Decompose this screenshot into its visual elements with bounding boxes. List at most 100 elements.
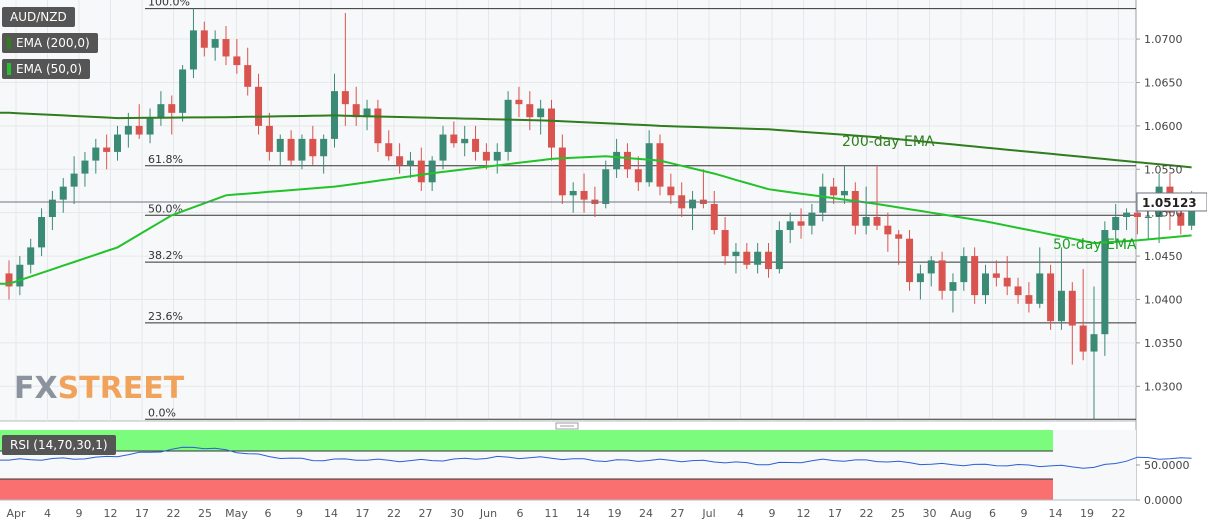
rsi-line	[0, 446, 1192, 469]
candle-body	[1112, 217, 1120, 231]
fib-level-label: 38.2%	[148, 249, 183, 262]
candle-body	[851, 190, 859, 226]
candle-body	[971, 256, 979, 296]
candle-body	[450, 134, 458, 144]
candle-body	[1047, 273, 1055, 322]
candle-body	[114, 134, 121, 152]
x-tick-label: 30	[450, 507, 464, 520]
candle-body	[1188, 202, 1196, 226]
last-price-label: 1.05123	[1142, 196, 1197, 210]
candle-body	[233, 56, 241, 66]
candle-body	[124, 125, 132, 135]
candle-body	[916, 273, 924, 283]
candle-body	[840, 190, 848, 196]
y-tick-label: 1.0300	[1144, 380, 1183, 393]
candle-body	[1003, 277, 1011, 287]
candle-body	[5, 273, 13, 287]
candle-body	[168, 104, 176, 113]
candle-body	[211, 39, 219, 48]
x-tick-label: 25	[891, 507, 905, 520]
x-tick-label: 14	[1049, 507, 1063, 520]
candle-body	[873, 217, 881, 226]
x-tick-label: 9	[769, 507, 776, 520]
x-tick-label: 4	[737, 507, 744, 520]
candle-body	[992, 273, 1000, 278]
candle-body	[786, 221, 794, 231]
candle-body	[363, 108, 371, 118]
candle-body	[309, 138, 317, 157]
candle-body	[189, 30, 197, 70]
x-tick-label: 25	[198, 507, 212, 520]
candle-body	[146, 117, 154, 135]
fib-level-label: 61.8%	[148, 153, 183, 166]
candle-body	[298, 138, 306, 161]
candle-body	[526, 104, 534, 118]
x-tick-label: Apr	[6, 507, 26, 520]
x-tick-label: 24	[639, 507, 653, 520]
candle-body	[200, 30, 208, 48]
x-tick-label: Aug	[950, 507, 971, 520]
watermark-fx: FX	[14, 371, 58, 406]
watermark-street: STREET	[58, 371, 185, 406]
candle-body	[613, 151, 621, 170]
candle-body	[982, 273, 989, 296]
rsi-overbought-band	[0, 430, 1053, 451]
x-tick-label: Jun	[479, 507, 497, 520]
candle-body	[895, 234, 903, 239]
candle-body	[70, 173, 78, 187]
rsi-legend[interactable]: RSI (14,70,30,1)	[2, 435, 116, 455]
candle-body	[1036, 273, 1044, 304]
candle-body	[808, 212, 816, 226]
ema50-line	[0, 155, 1192, 285]
x-tick-label: Jul	[701, 507, 715, 520]
candle-body	[743, 251, 751, 265]
candle-body	[558, 147, 566, 196]
candle-body	[1177, 212, 1185, 226]
fib-level-label: 23.6%	[148, 310, 183, 323]
symbol-legend: AUD/NZD	[2, 7, 75, 27]
candle-body	[1057, 290, 1065, 322]
y-tick-label: 1.0700	[1144, 33, 1183, 46]
x-tick-label: 14	[324, 507, 338, 520]
symbol-label: AUD/NZD	[10, 10, 67, 24]
x-tick-label: 12	[104, 507, 118, 520]
candle-body	[938, 260, 946, 291]
ema50-annotation: 50-day EMA	[1053, 237, 1137, 253]
x-tick-label: 4	[44, 507, 51, 520]
x-tick-label: 22	[167, 507, 181, 520]
ema50-legend[interactable]: EMA (50,0)	[2, 59, 91, 79]
candle-body	[157, 104, 165, 118]
candle-body	[81, 160, 89, 174]
candle-body	[38, 217, 46, 248]
svg-text:FXSTREET: FXSTREET	[14, 371, 185, 406]
x-tick-label: 22	[387, 507, 401, 520]
x-tick-label: 19	[608, 507, 622, 520]
x-tick-label: 9	[76, 507, 83, 520]
candle-body	[548, 108, 555, 148]
candle-body	[472, 138, 480, 152]
candle-body	[667, 186, 675, 196]
candle-body	[265, 125, 273, 152]
candle-body	[1101, 230, 1109, 335]
candle-body	[1014, 286, 1022, 296]
candle-body	[493, 151, 501, 161]
candle-body	[1144, 217, 1152, 219]
candle-body	[960, 256, 968, 283]
fxstreet-watermark: FXSTREET	[14, 371, 185, 406]
candle-body	[222, 39, 230, 57]
x-tick-label: 22	[1112, 507, 1126, 520]
candle-body	[754, 251, 762, 265]
last-price-box	[1136, 192, 1207, 212]
x-tick-label: 27	[419, 507, 433, 520]
candle-body	[569, 190, 577, 196]
candle-body	[1090, 334, 1098, 352]
x-tick-label: 11	[545, 507, 559, 520]
candle-body	[732, 251, 740, 257]
candle-body	[1123, 212, 1131, 218]
ema200-legend[interactable]: EMA (200,0)	[2, 33, 98, 53]
rsi-y-tick-label: 50.0000	[1144, 459, 1190, 472]
candle-body	[428, 160, 436, 183]
candle-body	[27, 247, 35, 265]
